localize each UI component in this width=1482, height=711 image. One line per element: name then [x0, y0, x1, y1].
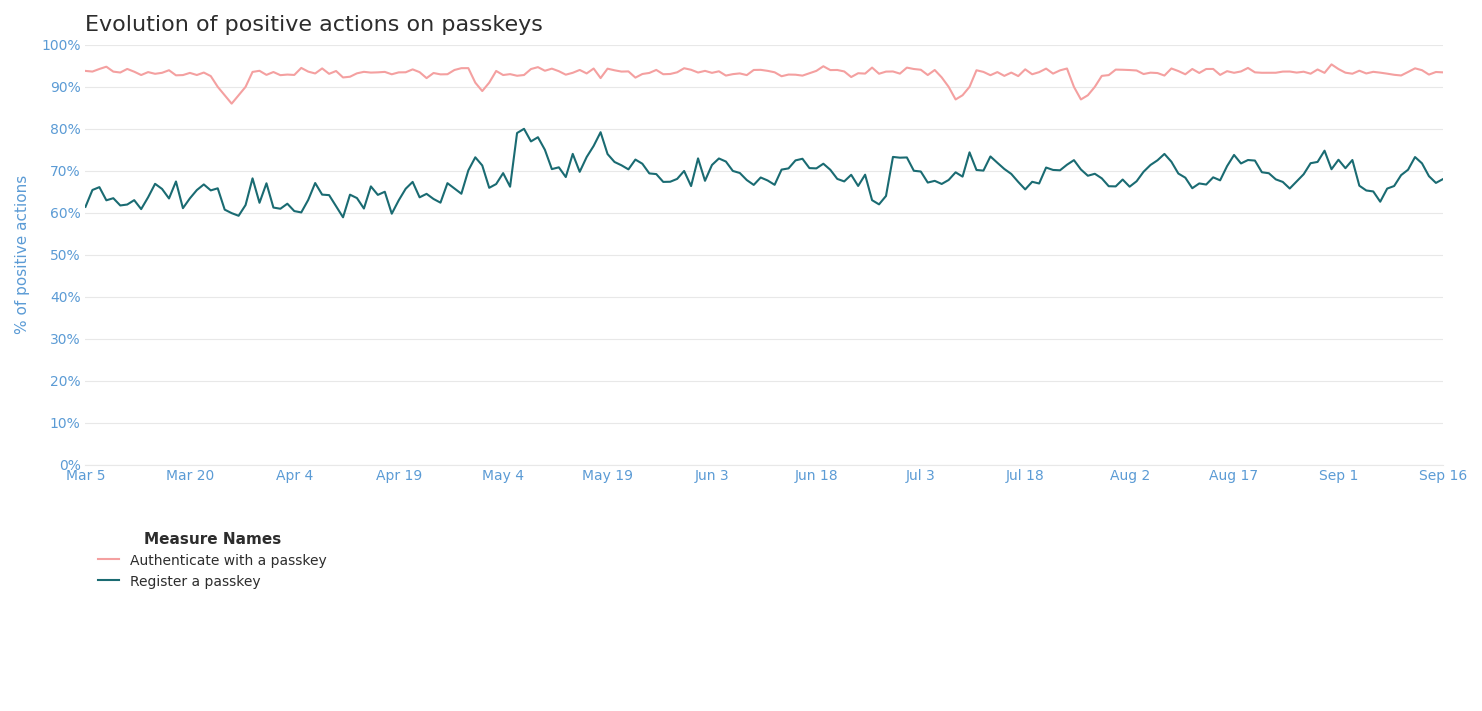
Register a passkey	[1435, 175, 1452, 183]
Legend: Authenticate with a passkey, Register a passkey: Authenticate with a passkey, Register a …	[92, 526, 332, 594]
Register a passkey	[1365, 187, 1383, 196]
Line: Register a passkey: Register a passkey	[86, 129, 1443, 218]
Authenticate with a passkey	[1322, 60, 1340, 69]
Register a passkey	[516, 124, 534, 133]
Register a passkey	[849, 182, 867, 191]
Register a passkey	[459, 166, 477, 175]
Authenticate with a passkey	[1246, 68, 1264, 77]
Text: Evolution of positive actions on passkeys: Evolution of positive actions on passkey…	[86, 15, 544, 35]
Authenticate with a passkey	[988, 68, 1006, 76]
Authenticate with a passkey	[1435, 68, 1452, 77]
Line: Authenticate with a passkey: Authenticate with a passkey	[86, 65, 1443, 104]
Authenticate with a passkey	[842, 73, 860, 81]
Authenticate with a passkey	[459, 64, 477, 73]
Authenticate with a passkey	[1365, 68, 1383, 76]
Register a passkey	[132, 205, 150, 213]
Authenticate with a passkey	[222, 100, 240, 108]
Y-axis label: % of positive actions: % of positive actions	[15, 175, 30, 334]
Register a passkey	[333, 213, 351, 222]
Authenticate with a passkey	[132, 71, 150, 80]
Register a passkey	[77, 203, 95, 211]
Authenticate with a passkey	[77, 67, 95, 75]
Register a passkey	[996, 165, 1014, 173]
Register a passkey	[1252, 168, 1270, 176]
